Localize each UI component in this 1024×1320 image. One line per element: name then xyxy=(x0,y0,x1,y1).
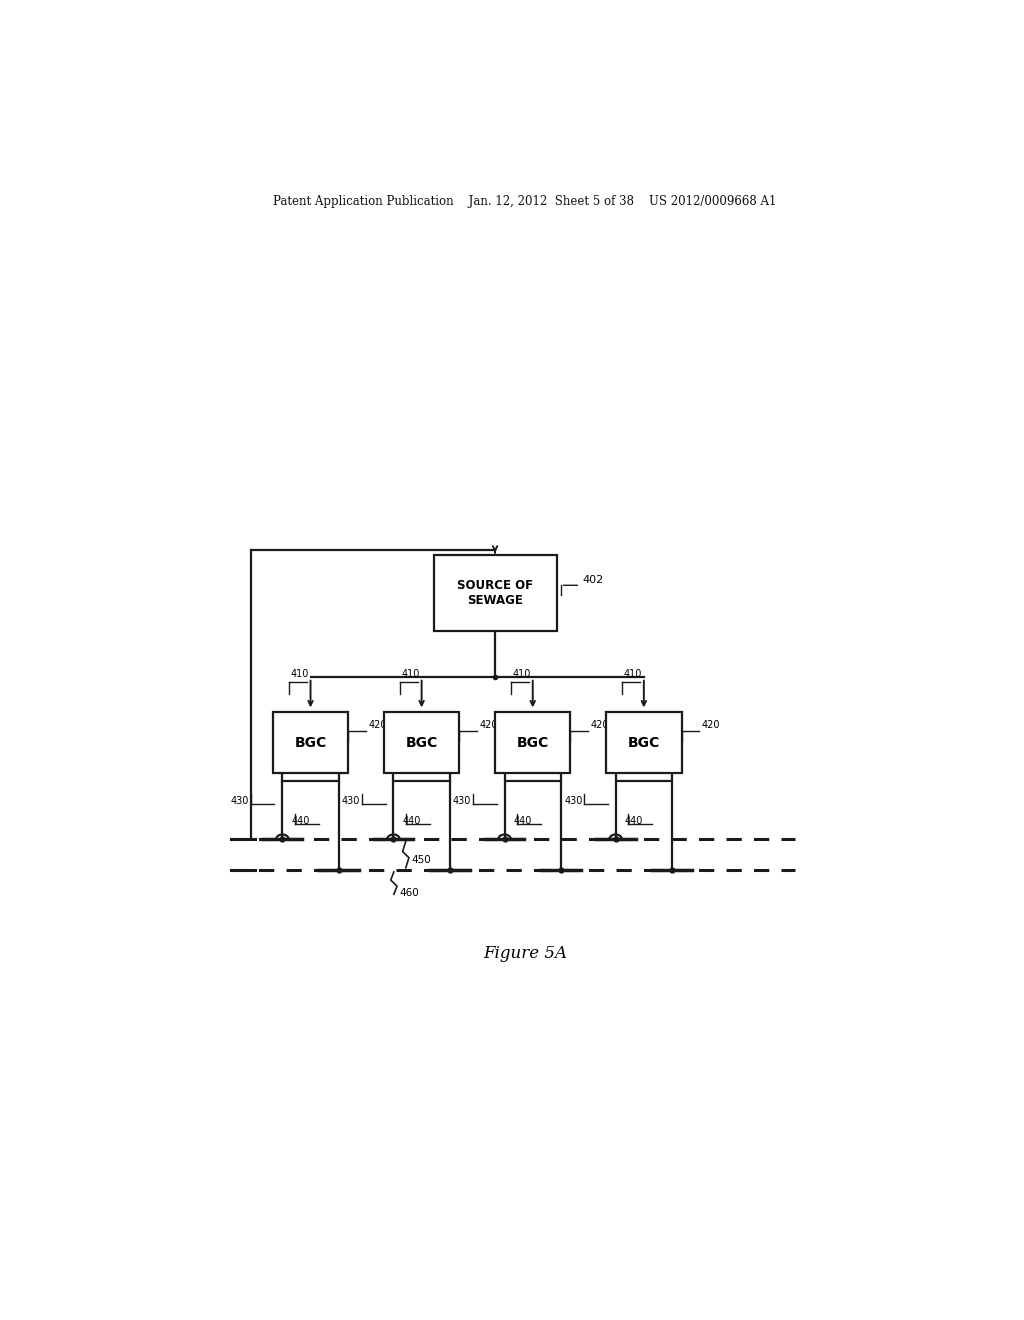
Bar xyxy=(606,713,682,774)
Text: 450: 450 xyxy=(412,855,431,865)
Text: 420: 420 xyxy=(368,719,387,730)
Text: 460: 460 xyxy=(399,888,419,898)
Text: BGC: BGC xyxy=(295,735,327,750)
Text: 410: 410 xyxy=(291,669,309,678)
Text: 440: 440 xyxy=(291,816,309,826)
Text: 420: 420 xyxy=(479,719,498,730)
Text: 420: 420 xyxy=(590,719,609,730)
Text: 430: 430 xyxy=(453,796,471,805)
Text: 440: 440 xyxy=(513,816,531,826)
Bar xyxy=(384,713,460,774)
Text: 420: 420 xyxy=(701,719,720,730)
Text: 430: 430 xyxy=(230,796,249,805)
Text: 440: 440 xyxy=(625,816,643,826)
Text: 410: 410 xyxy=(513,669,531,678)
Text: 410: 410 xyxy=(624,669,642,678)
Text: 430: 430 xyxy=(342,796,360,805)
Text: BGC: BGC xyxy=(628,735,659,750)
Text: BGC: BGC xyxy=(517,735,549,750)
Bar xyxy=(495,713,570,774)
Text: Figure 5A: Figure 5A xyxy=(482,945,567,962)
Text: Patent Application Publication    Jan. 12, 2012  Sheet 5 of 38    US 2012/000966: Patent Application Publication Jan. 12, … xyxy=(273,194,776,207)
Text: 440: 440 xyxy=(402,816,421,826)
Text: SOURCE OF
SEWAGE: SOURCE OF SEWAGE xyxy=(457,579,534,607)
Text: 402: 402 xyxy=(583,576,604,585)
Text: 430: 430 xyxy=(564,796,583,805)
Bar xyxy=(433,554,557,631)
Text: 410: 410 xyxy=(401,669,420,678)
Bar xyxy=(272,713,348,774)
Text: BGC: BGC xyxy=(406,735,437,750)
